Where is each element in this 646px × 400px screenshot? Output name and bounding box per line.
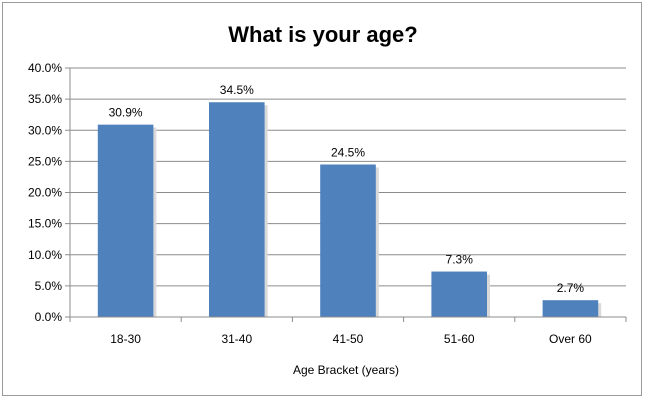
bar (320, 164, 376, 317)
y-tick-label: 0.0% (35, 310, 63, 324)
y-tick-label: 10.0% (28, 248, 62, 262)
bar (431, 271, 487, 317)
y-tick-label: 5.0% (35, 279, 63, 293)
y-axis: 0.0% 5.0% 10.0% 15.0% 20.0% 25.0% 30.0% 35.0% 40… (28, 61, 71, 324)
y-tick-label: 30.0% (28, 123, 62, 137)
y-tick-label: 20.0% (28, 186, 62, 200)
bar (97, 124, 154, 318)
y-tick-label: 15.0% (28, 217, 62, 231)
bars: 30.9% 34.5% 24.5% 7.3% 2.7% (97, 83, 602, 318)
x-tick-label: Over 60 (549, 332, 592, 346)
x-tick-label: 41-50 (333, 332, 364, 346)
x-tick-label: 31-40 (221, 332, 252, 346)
bar (209, 102, 265, 317)
y-tick-label: 25.0% (28, 154, 62, 168)
x-tick-label: 18-30 (110, 332, 141, 346)
data-label: 24.5% (331, 145, 365, 159)
y-tick-label: 35.0% (28, 92, 62, 106)
bar (542, 300, 599, 317)
x-tick-label: 51-60 (444, 332, 475, 346)
data-label: 7.3% (446, 253, 474, 267)
y-tick-label: 40.0% (28, 61, 62, 75)
x-axis: 18-30 31-40 41-50 51-60 Over 60 (69, 316, 627, 346)
data-label: 2.7% (557, 281, 585, 295)
chart-title: What is your age? (228, 22, 417, 47)
x-axis-title: Age Bracket (years) (293, 363, 399, 377)
data-label: 34.5% (220, 83, 254, 97)
data-label: 30.9% (109, 106, 143, 120)
